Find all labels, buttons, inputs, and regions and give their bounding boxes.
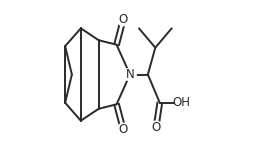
Circle shape <box>124 68 136 81</box>
Circle shape <box>117 13 130 26</box>
Text: O: O <box>151 121 161 134</box>
Circle shape <box>175 97 188 109</box>
Text: O: O <box>119 13 128 26</box>
Text: N: N <box>126 68 134 81</box>
Text: O: O <box>119 123 128 136</box>
Circle shape <box>150 121 162 134</box>
Circle shape <box>117 123 130 136</box>
Text: OH: OH <box>172 96 190 109</box>
